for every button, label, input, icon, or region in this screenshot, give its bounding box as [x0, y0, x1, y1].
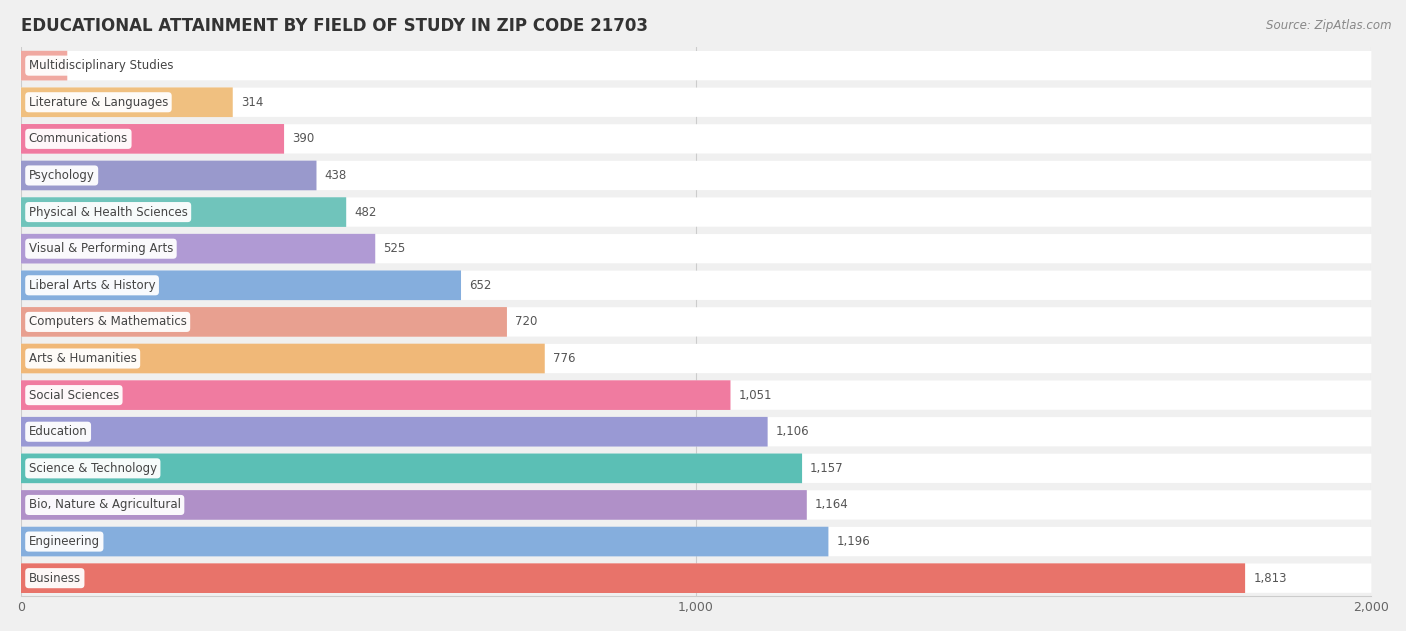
- Text: Social Sciences: Social Sciences: [28, 389, 120, 401]
- FancyBboxPatch shape: [21, 380, 731, 410]
- Text: Multidisciplinary Studies: Multidisciplinary Studies: [28, 59, 173, 72]
- Text: Visual & Performing Arts: Visual & Performing Arts: [28, 242, 173, 255]
- FancyBboxPatch shape: [21, 234, 375, 264]
- Text: 1,164: 1,164: [815, 498, 849, 512]
- FancyBboxPatch shape: [21, 490, 1371, 519]
- Text: 1,813: 1,813: [1253, 572, 1286, 585]
- Text: Psychology: Psychology: [28, 169, 94, 182]
- FancyBboxPatch shape: [21, 88, 233, 117]
- Text: Education: Education: [28, 425, 87, 439]
- Text: Literature & Languages: Literature & Languages: [28, 96, 169, 109]
- FancyBboxPatch shape: [21, 490, 807, 520]
- FancyBboxPatch shape: [21, 234, 1371, 263]
- FancyBboxPatch shape: [21, 527, 1371, 556]
- FancyBboxPatch shape: [21, 271, 461, 300]
- Text: 525: 525: [384, 242, 405, 255]
- Text: EDUCATIONAL ATTAINMENT BY FIELD OF STUDY IN ZIP CODE 21703: EDUCATIONAL ATTAINMENT BY FIELD OF STUDY…: [21, 16, 648, 35]
- Text: 776: 776: [553, 352, 575, 365]
- Text: Science & Technology: Science & Technology: [28, 462, 157, 475]
- Text: 438: 438: [325, 169, 347, 182]
- FancyBboxPatch shape: [21, 198, 346, 227]
- Text: Bio, Nature & Agricultural: Bio, Nature & Agricultural: [28, 498, 181, 512]
- FancyBboxPatch shape: [21, 417, 768, 447]
- Text: 390: 390: [292, 133, 315, 145]
- FancyBboxPatch shape: [21, 124, 1371, 153]
- FancyBboxPatch shape: [21, 380, 1371, 410]
- Text: 1,051: 1,051: [738, 389, 772, 401]
- FancyBboxPatch shape: [21, 563, 1371, 593]
- FancyBboxPatch shape: [21, 198, 1371, 227]
- Text: Liberal Arts & History: Liberal Arts & History: [28, 279, 156, 292]
- FancyBboxPatch shape: [21, 307, 508, 337]
- FancyBboxPatch shape: [21, 454, 1371, 483]
- Text: Source: ZipAtlas.com: Source: ZipAtlas.com: [1267, 19, 1392, 32]
- FancyBboxPatch shape: [21, 454, 801, 483]
- Text: 482: 482: [354, 206, 377, 218]
- FancyBboxPatch shape: [21, 563, 1246, 593]
- FancyBboxPatch shape: [21, 271, 1371, 300]
- FancyBboxPatch shape: [21, 344, 544, 374]
- Text: Business: Business: [28, 572, 82, 585]
- FancyBboxPatch shape: [21, 307, 1371, 336]
- FancyBboxPatch shape: [21, 344, 1371, 373]
- Text: 1,106: 1,106: [776, 425, 810, 439]
- Text: Communications: Communications: [28, 133, 128, 145]
- Text: Computers & Mathematics: Computers & Mathematics: [28, 316, 187, 328]
- Text: 314: 314: [240, 96, 263, 109]
- Text: 1,157: 1,157: [810, 462, 844, 475]
- FancyBboxPatch shape: [21, 88, 1371, 117]
- FancyBboxPatch shape: [21, 417, 1371, 446]
- Text: Arts & Humanities: Arts & Humanities: [28, 352, 136, 365]
- Text: 720: 720: [515, 316, 537, 328]
- FancyBboxPatch shape: [21, 124, 284, 154]
- FancyBboxPatch shape: [21, 51, 67, 81]
- Text: 652: 652: [470, 279, 492, 292]
- Text: 1,196: 1,196: [837, 535, 870, 548]
- FancyBboxPatch shape: [21, 527, 828, 557]
- Text: Physical & Health Sciences: Physical & Health Sciences: [28, 206, 187, 218]
- FancyBboxPatch shape: [21, 51, 1371, 80]
- Text: Engineering: Engineering: [28, 535, 100, 548]
- FancyBboxPatch shape: [21, 161, 316, 191]
- FancyBboxPatch shape: [21, 161, 1371, 190]
- Text: 69: 69: [76, 59, 90, 72]
